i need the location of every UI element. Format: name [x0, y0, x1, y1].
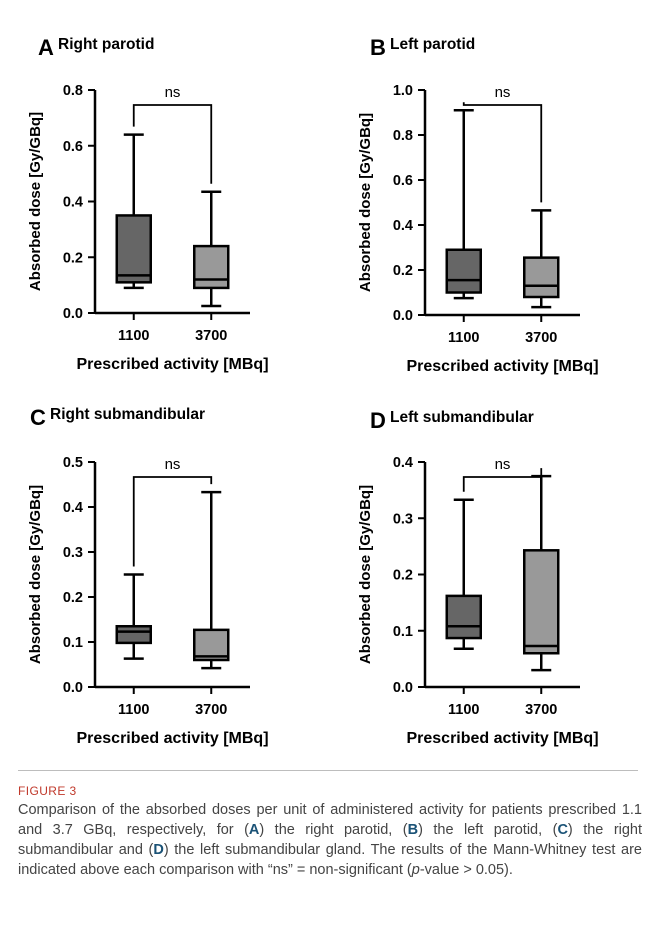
significance-bracket [132, 104, 213, 184]
y-tick-label: 0.4 [63, 195, 83, 211]
y-tick-label: 0.6 [393, 173, 413, 189]
x-axis-label: Prescribed activity [MBq] [76, 730, 268, 747]
y-tick-label: 0.2 [393, 568, 413, 584]
y-tick-label: 0.0 [63, 680, 83, 696]
caption-italic: p [411, 862, 420, 878]
x-tick-label: 3700 [525, 702, 557, 718]
panel-c: C Right submandibular 0.0 0.1 0.2 0.3 0.4 0.5 Ab… [27, 405, 269, 747]
y-tick-label: 0.8 [393, 128, 413, 144]
panel-letter: D [370, 408, 386, 433]
x-tick-label: 1100 [448, 702, 479, 718]
panel-a: A Right parotid 0.0 0.2 0.4 0.6 0.8 Absorbed do… [27, 35, 269, 373]
caption-text-part: ) the right parotid, ( [259, 822, 408, 838]
panel-title: Right parotid [58, 36, 154, 53]
x-axis-label: Prescribed activity [MBq] [406, 730, 598, 747]
figure-panels: A Right parotid 0.0 0.2 0.4 0.6 0.8 Absorbed do… [27, 35, 599, 747]
y-tick-label: 0.4 [393, 455, 413, 471]
y-tick-label: 0.4 [393, 218, 413, 234]
y-tick-label: 1.0 [393, 83, 413, 99]
panel-letter: B [370, 35, 386, 60]
significance-bracket [132, 476, 213, 567]
y-tick-label: 0.0 [393, 308, 413, 324]
y-tick-label: 0.0 [393, 680, 413, 696]
caption-panel-ref: D [153, 842, 164, 858]
caption-panel-ref: B [407, 822, 419, 838]
x-tick-label: 1100 [118, 702, 149, 718]
panel-title: Left parotid [390, 36, 475, 53]
caption-text-part: -value > 0.05). [419, 862, 513, 878]
x-tick-label: 3700 [195, 702, 227, 718]
x-axis-label: Prescribed activity [MBq] [76, 356, 268, 373]
caption-text-part: ) the left parotid, ( [418, 822, 558, 838]
box-iqr-1100 [445, 594, 482, 640]
figure-label: FIGURE 3 [18, 784, 77, 798]
y-tick-label: 0.1 [63, 635, 83, 651]
box-iqr-1100 [445, 248, 482, 294]
x-tick-label: 3700 [525, 330, 557, 346]
significance-label: ns [495, 456, 511, 473]
significance-bracket [462, 468, 543, 492]
y-axis-label: Absorbed dose [Gy/GBq] [27, 112, 44, 291]
box-iqr-3700 [523, 256, 560, 299]
y-tick-label: 0.2 [63, 250, 83, 266]
x-axis-label: Prescribed activity [MBq] [406, 358, 598, 375]
significance-label: ns [165, 84, 181, 101]
box-iqr-3700 [193, 628, 230, 662]
panel-title: Right submandibular [50, 406, 205, 423]
significance-label: ns [495, 84, 511, 101]
y-tick-label: 0.3 [393, 511, 413, 527]
box-iqr-1100 [115, 214, 152, 284]
y-axis-label: Absorbed dose [Gy/GBq] [357, 113, 374, 292]
caption-text-part: ) the left submandibular gland. The resu… [18, 842, 642, 878]
y-tick-label: 0.4 [63, 500, 83, 516]
box-iqr-3700 [523, 549, 560, 655]
caption-text-part: ) the right submandibular and ( [18, 822, 643, 858]
figure-caption: Comparison of the absorbed doses per uni… [18, 800, 642, 880]
y-tick-label: 0.2 [63, 590, 83, 606]
y-tick-label: 0.6 [63, 139, 83, 155]
y-tick-label: 0.8 [63, 83, 83, 99]
caption-panel-ref: A [248, 822, 260, 838]
significance-label: ns [165, 456, 181, 473]
caption-text-part: Comparison of the absorbed doses per uni… [18, 802, 642, 838]
x-tick-label: 1100 [118, 328, 149, 344]
y-tick-label: 0.3 [63, 545, 83, 561]
box-iqr-3700 [193, 244, 230, 290]
panel-d: D Left submandibular 0.0 0.1 0.2 0.3 0.4 Absorb… [357, 408, 599, 747]
y-axis-label: Absorbed dose [Gy/GBq] [27, 485, 44, 664]
caption-panel-ref: C [557, 822, 568, 838]
panel-b: B Left parotid 0.0 0.2 0.4 0.6 0.8 1.0 Absorbed … [357, 35, 599, 375]
y-tick-label: 0.1 [393, 624, 413, 640]
x-tick-label: 1100 [448, 330, 479, 346]
x-tick-label: 3700 [195, 328, 227, 344]
panel-title: Left submandibular [390, 409, 534, 426]
y-tick-label: 0.0 [63, 306, 83, 322]
caption-divider [18, 770, 638, 771]
box-iqr-1100 [115, 625, 152, 645]
y-tick-label: 0.5 [63, 455, 83, 471]
panel-letter: A [38, 35, 54, 60]
y-tick-label: 0.2 [393, 263, 413, 279]
y-axis-label: Absorbed dose [Gy/GBq] [357, 485, 374, 664]
panel-letter: C [30, 405, 46, 430]
significance-bracket [462, 102, 543, 203]
